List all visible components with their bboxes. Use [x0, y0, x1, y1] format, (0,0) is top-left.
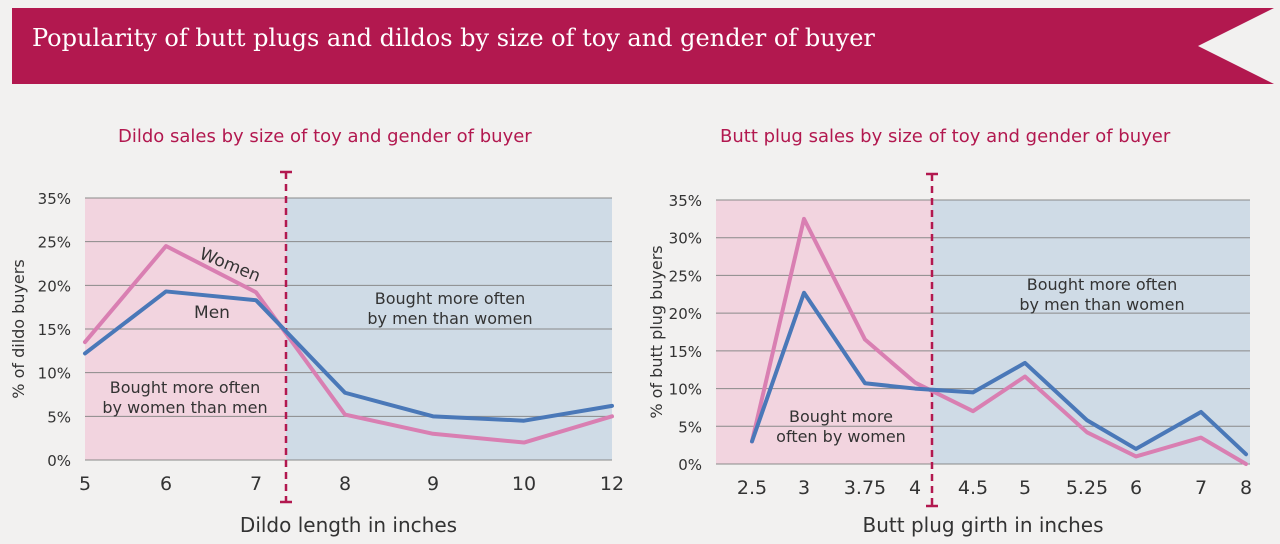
banner-shape	[12, 8, 1274, 84]
y-tick-label: 20%	[669, 305, 702, 323]
men-region-annotation: by men than women	[1019, 295, 1184, 314]
x-tick-label: 4.5	[958, 477, 988, 499]
y-tick-label: 10%	[38, 365, 71, 383]
x-tick-label: 6	[160, 473, 172, 495]
x-tick-label: 7	[250, 473, 262, 495]
women-region-annotation: Bought more	[789, 407, 893, 426]
butt-plug-sales-chart: 0% 5% 10% 15% 20% 25% 30% 35% 2.5 3 3.75 4 4.5 5 5.25 6…	[647, 172, 1252, 537]
women-region-bg	[716, 200, 932, 464]
x-tick-label: 5	[79, 473, 91, 495]
x-tick-label: 3.75	[844, 477, 886, 499]
x-tick-label: 9	[427, 473, 439, 495]
y-tick-label: 35%	[669, 192, 702, 210]
dildo-chart-title: Dildo sales by size of toy and gender of…	[118, 126, 532, 147]
y-tick-label: 15%	[38, 321, 71, 339]
men-series-line	[83, 289, 614, 423]
y-tick-label: 5%	[678, 418, 702, 436]
y-tick-label: 30%	[669, 230, 702, 248]
men-series-label: Men	[194, 303, 230, 323]
y-tick-label: 10%	[669, 381, 702, 399]
dildo-sales-chart: 0% 5% 10% 15% 20% 25% 35% 5 6 7 8 9 10 12 Dildo length…	[9, 170, 624, 537]
page-title: Popularity of butt plugs and dildos by s…	[32, 24, 875, 52]
x-axis-label: Dildo length in inches	[240, 513, 457, 537]
y-tick-label: 20%	[38, 277, 71, 295]
x-tick-label: 10	[512, 473, 536, 495]
y-tick-label: 25%	[38, 234, 71, 252]
x-tick-label: 7	[1195, 477, 1207, 499]
y-axis-label: % of butt plug buyers	[647, 245, 666, 418]
x-tick-label: 5.25	[1066, 477, 1108, 499]
men-region-annotation: by men than women	[367, 309, 532, 328]
women-series-line	[83, 244, 614, 445]
butt-plug-chart-title: Butt plug sales by size of toy and gende…	[720, 126, 1171, 147]
men-series-line	[750, 290, 1248, 457]
women-region-annotation: by women than men	[102, 398, 267, 417]
y-tick-label: 5%	[47, 408, 71, 426]
y-tick-label: 25%	[669, 267, 702, 285]
men-region-annotation: Bought more often	[1027, 275, 1178, 294]
men-region-bg	[932, 200, 1250, 464]
y-tick-label: 35%	[38, 190, 71, 208]
women-series-line	[750, 216, 1248, 466]
x-axis-label: Butt plug girth in inches	[863, 513, 1104, 537]
x-tick-label: 12	[600, 473, 624, 495]
x-tick-label: 4	[909, 477, 921, 499]
women-region-annotation: Bought more often	[110, 378, 261, 397]
women-region-annotation: often by women	[776, 427, 906, 446]
men-region-annotation: Bought more often	[375, 289, 526, 308]
y-tick-label: 0%	[47, 452, 71, 470]
y-tick-label: 15%	[669, 343, 702, 361]
x-tick-label: 6	[1130, 477, 1142, 499]
x-tick-label: 8	[1240, 477, 1252, 499]
x-tick-label: 2.5	[737, 477, 767, 499]
x-tick-label: 8	[339, 473, 351, 495]
x-tick-label: 3	[798, 477, 810, 499]
x-tick-label: 5	[1019, 477, 1031, 499]
y-axis-label: % of dildo buyers	[9, 259, 28, 398]
title-banner	[12, 8, 1274, 84]
y-tick-label: 0%	[678, 456, 702, 474]
